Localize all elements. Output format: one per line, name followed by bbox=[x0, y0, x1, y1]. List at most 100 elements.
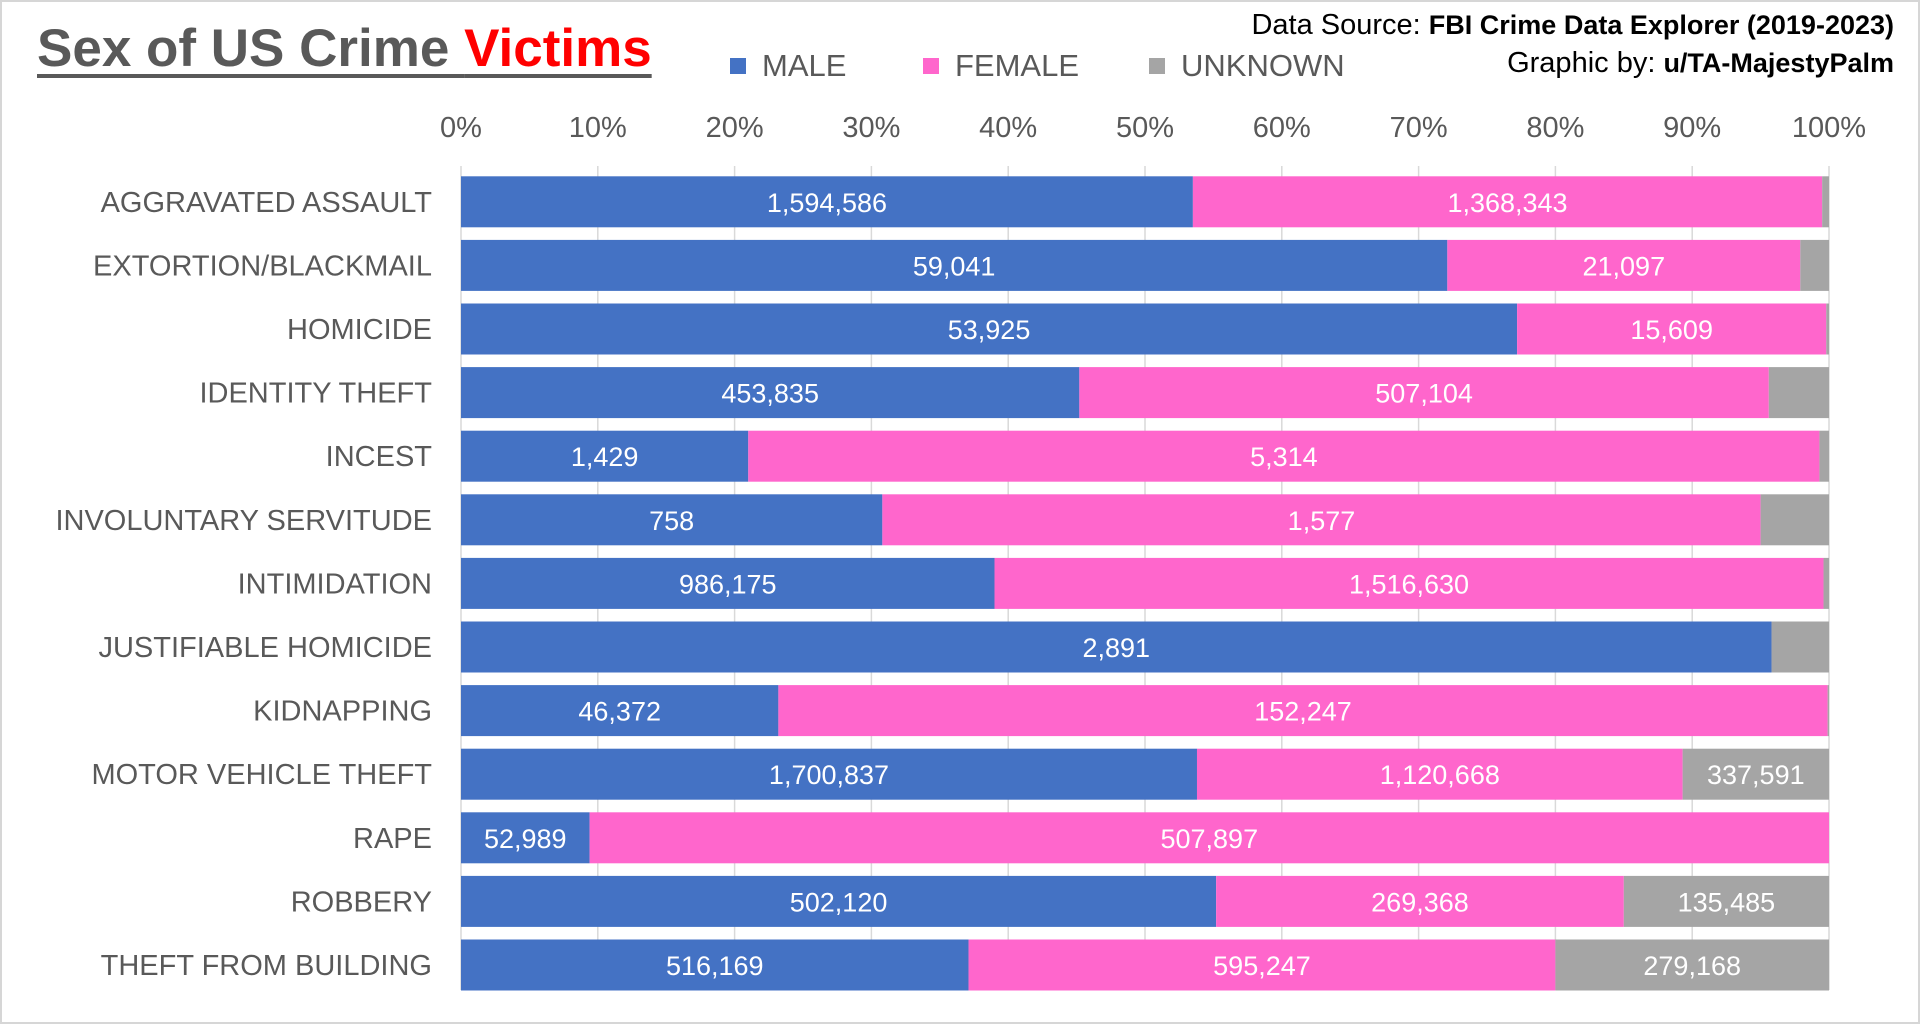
square-icon bbox=[730, 58, 746, 74]
bar-segment-female bbox=[1517, 303, 1827, 355]
graphic-by-value: u/TA-MajestyPalm bbox=[1663, 48, 1894, 78]
bar-segment-female bbox=[1447, 239, 1801, 291]
data-label: 1,700,837 bbox=[769, 760, 889, 790]
data-label: 5,314 bbox=[1250, 442, 1318, 472]
data-source-line: Data Source: FBI Crime Data Explorer (20… bbox=[1251, 6, 1894, 44]
data-label: 135,485 bbox=[1678, 887, 1776, 917]
x-tick-label: 90% bbox=[1663, 112, 1721, 144]
bar-segment-female bbox=[1216, 875, 1624, 927]
data-label: 2,891 bbox=[1082, 633, 1150, 663]
legend-label-female: FEMALE bbox=[955, 48, 1080, 83]
bar-segment-female bbox=[748, 430, 1820, 482]
data-label: 53,925 bbox=[948, 315, 1031, 345]
square-icon bbox=[1149, 58, 1165, 74]
category-label: ROBBERY bbox=[291, 886, 432, 918]
x-tick-label: 70% bbox=[1390, 112, 1448, 144]
bar-segment-male bbox=[461, 621, 1772, 673]
legend-item-male: MALE bbox=[730, 48, 846, 84]
data-label: 1,594,586 bbox=[767, 188, 887, 218]
bar-segment-unknown bbox=[1826, 303, 1829, 355]
legend-item-unknown: UNKNOWN bbox=[1149, 48, 1345, 84]
data-label: 59,041 bbox=[913, 251, 996, 281]
bar-segment-male bbox=[461, 685, 779, 737]
data-label: 1,120,668 bbox=[1380, 760, 1500, 790]
bar-segment-male bbox=[461, 875, 1217, 927]
bar-segment-male bbox=[461, 494, 883, 546]
bar-segment-unknown bbox=[1760, 494, 1829, 546]
category-label: RAPE bbox=[353, 823, 432, 855]
data-label: 1,368,343 bbox=[1447, 188, 1567, 218]
bar-segment-male bbox=[461, 939, 969, 991]
bar-segment-unknown bbox=[1800, 239, 1829, 291]
source-credits: Data Source: FBI Crime Data Explorer (20… bbox=[1251, 6, 1894, 82]
data-label: 1,516,630 bbox=[1349, 569, 1469, 599]
bar-segment-unknown bbox=[1819, 430, 1829, 482]
bar-segment-male bbox=[461, 748, 1197, 800]
chart-title: Sex of US Crime Victims bbox=[37, 18, 652, 79]
data-label: 269,368 bbox=[1371, 887, 1469, 917]
data-label: 986,175 bbox=[679, 569, 777, 599]
bar-segment-unknown bbox=[1823, 557, 1829, 609]
bar-segment-unknown bbox=[1827, 685, 1829, 737]
bar-segment-female bbox=[589, 812, 1829, 864]
category-label: HOMICIDE bbox=[287, 314, 432, 346]
category-label: THEFT FROM BUILDING bbox=[101, 950, 432, 982]
data-label: 758 bbox=[649, 506, 694, 536]
legend-label-unknown: UNKNOWN bbox=[1181, 48, 1345, 83]
category-label: IDENTITY THEFT bbox=[199, 378, 432, 410]
title-highlight: Victims bbox=[464, 19, 652, 78]
category-label: KIDNAPPING bbox=[253, 696, 432, 728]
data-label: 152,247 bbox=[1254, 697, 1352, 727]
data-label: 1,429 bbox=[571, 442, 639, 472]
bar-segment-female bbox=[778, 685, 1828, 737]
data-label: 453,835 bbox=[721, 379, 819, 409]
square-icon bbox=[923, 58, 939, 74]
bar-segment-unknown bbox=[1555, 939, 1829, 991]
category-label: JUSTIFIABLE HOMICIDE bbox=[98, 632, 432, 664]
data-label: 46,372 bbox=[578, 697, 661, 727]
bar-segment-unknown bbox=[1623, 875, 1829, 927]
bar-segment-male bbox=[461, 430, 749, 482]
data-label: 516,169 bbox=[666, 951, 764, 981]
category-label: EXTORTION/BLACKMAIL bbox=[93, 250, 432, 282]
bar-segment-male bbox=[461, 303, 1518, 355]
data-label: 1,577 bbox=[1288, 506, 1356, 536]
category-label: INCEST bbox=[326, 441, 433, 473]
x-tick-label: 0% bbox=[440, 112, 482, 144]
legend-label-male: MALE bbox=[762, 48, 847, 83]
bar-segment-female bbox=[994, 557, 1824, 609]
bar-segment-unknown bbox=[1682, 748, 1829, 800]
data-label: 507,897 bbox=[1160, 824, 1258, 854]
category-label: INVOLUNTARY SERVITUDE bbox=[55, 505, 432, 537]
bar-segment-female bbox=[968, 939, 1556, 991]
bar-segment-female bbox=[1079, 367, 1769, 419]
data-label: 595,247 bbox=[1213, 951, 1311, 981]
x-tick-label: 40% bbox=[979, 112, 1037, 144]
graphic-by-line: Graphic by: u/TA-MajestyPalm bbox=[1251, 44, 1894, 82]
bar-segment-female bbox=[1196, 748, 1683, 800]
legend-item-female: FEMALE bbox=[923, 48, 1079, 84]
data-label: 502,120 bbox=[790, 887, 888, 917]
x-tick-label: 50% bbox=[1116, 112, 1174, 144]
x-tick-label: 30% bbox=[842, 112, 900, 144]
x-tick-label: 20% bbox=[706, 112, 764, 144]
bar-segment-male bbox=[461, 557, 995, 609]
bar-segment-female bbox=[882, 494, 1761, 546]
data-label: 279,168 bbox=[1643, 951, 1741, 981]
data-label: 52,989 bbox=[484, 824, 567, 854]
category-label: INTIMIDATION bbox=[238, 568, 432, 600]
graphic-by-label: Graphic by: bbox=[1507, 47, 1664, 79]
data-source-value: FBI Crime Data Explorer (2019-2023) bbox=[1428, 10, 1894, 40]
bar-segment-unknown bbox=[1822, 176, 1829, 228]
x-tick-label: 80% bbox=[1526, 112, 1584, 144]
bar-segment-male bbox=[461, 812, 590, 864]
bar-segment-unknown bbox=[1771, 621, 1829, 673]
bar-segment-male bbox=[461, 176, 1193, 228]
bar-segment-unknown bbox=[1768, 367, 1829, 419]
data-label: 337,591 bbox=[1707, 760, 1805, 790]
bar-segment-male bbox=[461, 239, 1448, 291]
data-source-label: Data Source: bbox=[1251, 9, 1429, 41]
x-tick-label: 60% bbox=[1253, 112, 1311, 144]
